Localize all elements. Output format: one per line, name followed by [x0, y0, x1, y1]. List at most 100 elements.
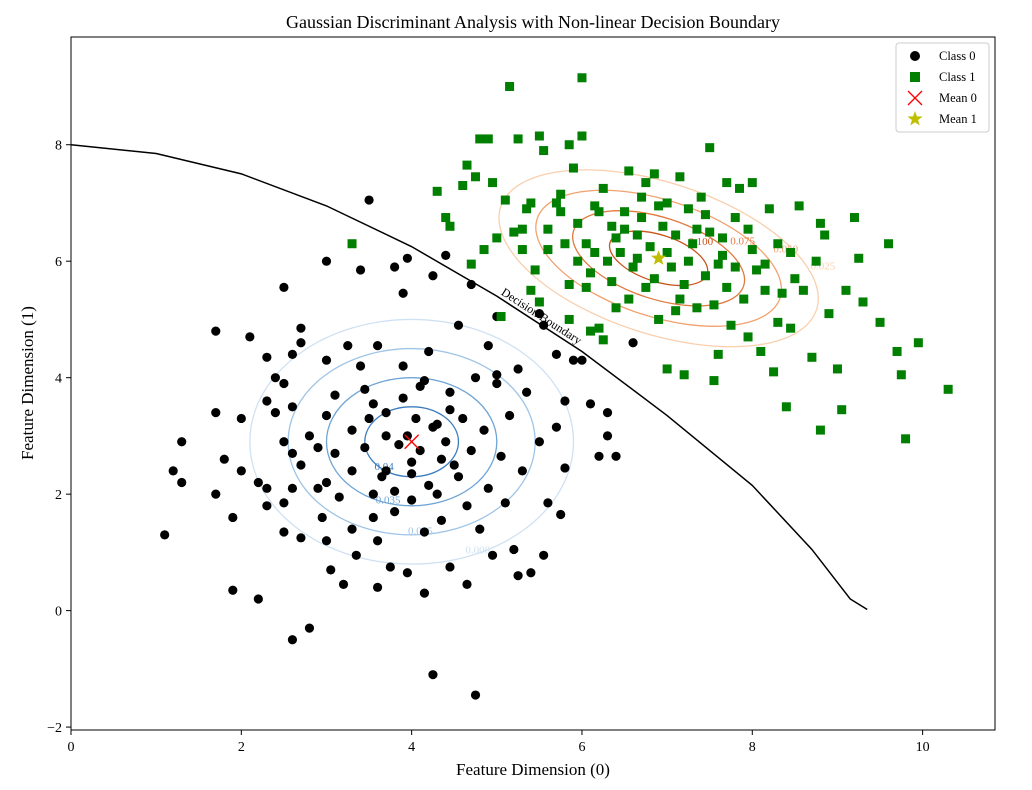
class0-point [513, 571, 523, 581]
class1-point [794, 201, 804, 211]
class1-point [543, 245, 553, 255]
class1-point [585, 268, 595, 278]
class1-point [641, 178, 651, 188]
class0-point [385, 562, 395, 572]
class0-point [466, 279, 476, 290]
class1-point [875, 317, 885, 327]
class1-point [581, 239, 591, 249]
class1-point [475, 134, 485, 144]
class0-point [168, 466, 178, 476]
class0-point [424, 480, 434, 491]
class0-point [483, 483, 493, 493]
class0-point [262, 352, 272, 362]
class1-point [564, 314, 574, 324]
class1-point [441, 213, 451, 223]
class0-point [479, 425, 489, 435]
class1-point [628, 262, 638, 272]
class0-point [326, 565, 336, 575]
class0-point [466, 445, 476, 456]
class0-point [522, 387, 532, 397]
class0-point [372, 341, 383, 351]
class1-point [815, 218, 825, 228]
class0-point [317, 512, 327, 523]
class0-point [526, 568, 536, 578]
class0-point [347, 524, 357, 534]
class0-point [398, 288, 408, 298]
class0-contour [325, 377, 498, 507]
class1-point [662, 247, 672, 257]
class0-point [211, 489, 221, 499]
class1-point [522, 204, 532, 214]
class0-contour [249, 318, 575, 565]
class0-point [219, 454, 229, 464]
class1-point [756, 346, 766, 356]
class0-point [487, 550, 498, 560]
legend: Class 0 Class 1 Mean 0 Mean 1 [895, 42, 990, 133]
decision-boundary-layer: Decision Boundary [71, 143, 868, 611]
class0-point [287, 635, 298, 645]
class1-point [820, 230, 830, 240]
class1-point [615, 247, 625, 257]
class1-point [892, 346, 902, 356]
class0-point [287, 402, 298, 412]
class0-point [177, 437, 187, 447]
x-tick-label: 10 [916, 740, 930, 755]
class0-point [304, 623, 315, 633]
class0-point [436, 454, 447, 464]
class1-point [709, 300, 719, 310]
class1-point [594, 323, 604, 333]
class0-point [338, 579, 349, 590]
class1-point [658, 221, 668, 231]
class1-point [760, 285, 770, 295]
y-tick-label: −2 [47, 721, 62, 736]
class1-point [573, 218, 583, 228]
class1-point [458, 181, 468, 190]
class1-point [556, 207, 566, 217]
class1-point [624, 294, 634, 304]
class1-point [534, 131, 544, 141]
class1-point [505, 82, 515, 91]
class1-point [743, 332, 753, 342]
legend-mean1-label: Mean 1 [939, 112, 977, 126]
class0-point [424, 346, 434, 357]
class1-point [743, 224, 753, 234]
class0-point [390, 262, 400, 272]
class0-point [509, 544, 519, 555]
class0-point [504, 410, 515, 421]
class0-point [279, 282, 289, 293]
class0-point [602, 431, 613, 441]
class1-point [573, 256, 583, 266]
class0-point [470, 373, 481, 383]
class0-point [262, 501, 272, 511]
class1-point [534, 297, 544, 307]
class0-point [496, 451, 506, 461]
class1-point [641, 282, 651, 292]
class0-point [445, 562, 455, 572]
class0-point [321, 477, 332, 488]
class1-point [620, 207, 630, 217]
class0-point [407, 495, 417, 505]
class0-point [513, 364, 523, 374]
class1-point [611, 233, 621, 243]
class0-point [228, 585, 238, 595]
class1-point [760, 259, 770, 269]
class0-point [428, 422, 438, 432]
class1-point [577, 131, 587, 141]
class0-point [321, 536, 332, 546]
class0-point [253, 594, 263, 604]
class1-point [807, 352, 817, 362]
class0-point [543, 498, 553, 508]
class0-point [296, 533, 306, 543]
class1-point [798, 285, 808, 295]
class0-point [539, 320, 549, 330]
class0-point [321, 410, 332, 421]
class0-point [245, 332, 255, 342]
class0-point [347, 466, 357, 476]
class0-point [551, 349, 562, 359]
class1-point [752, 265, 762, 275]
class0-point [262, 396, 272, 406]
class0-point [390, 507, 400, 517]
class1-point [496, 312, 506, 322]
class0-point [296, 323, 306, 333]
class0-point [368, 512, 378, 523]
